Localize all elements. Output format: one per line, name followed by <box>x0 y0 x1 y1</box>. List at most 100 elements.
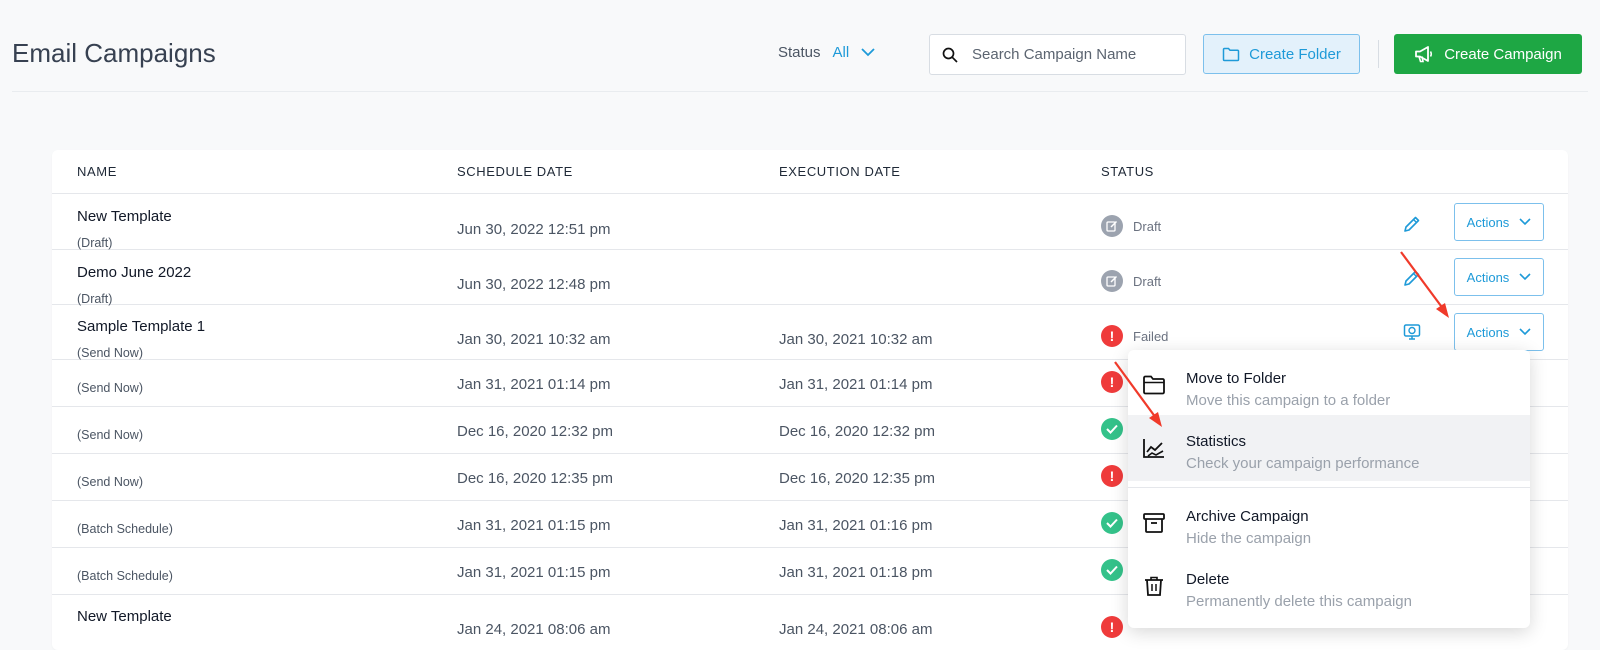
create-folder-button[interactable]: Create Folder <box>1203 34 1360 74</box>
table-row[interactable]: (Batch Schedule) Jan 31, 2021 01:15 pm J… <box>52 548 1568 595</box>
campaign-name[interactable]: New Template <box>77 608 172 625</box>
menu-item-title: Move to Folder <box>1186 370 1287 387</box>
execution-date: Jan 31, 2021 01:18 pm <box>779 564 933 581</box>
campaign-type: (Batch Schedule) <box>77 569 173 583</box>
check-icon <box>1101 418 1123 440</box>
schedule-date: Jun 30, 2022 12:48 pm <box>457 276 611 293</box>
draft-icon <box>1101 215 1123 237</box>
menu-item-description: Permanently delete this campaign <box>1186 593 1412 610</box>
status-cell: ! <box>1101 371 1123 393</box>
menu-item-statistics[interactable]: Statistics Check your campaign performan… <box>1128 415 1530 481</box>
chevron-down-icon <box>1519 273 1531 281</box>
menu-item-move-to-folder[interactable]: Move to Folder Move this campaign to a f… <box>1128 352 1530 418</box>
menu-item-archive-campaign[interactable]: Archive Campaign Hide the campaign <box>1128 490 1530 556</box>
execution-date: Jan 31, 2021 01:16 pm <box>779 517 933 534</box>
status-filter-value: All <box>832 44 850 61</box>
create-campaign-label: Create Campaign <box>1444 45 1562 63</box>
page-header <box>12 0 1588 92</box>
search-input[interactable] <box>972 46 1172 63</box>
edit-icon[interactable] <box>1402 214 1422 234</box>
status-filter-label: Status <box>778 44 821 61</box>
table-row[interactable]: (Send Now) Jan 31, 2021 01:14 pm Jan 31,… <box>52 360 1568 407</box>
check-icon <box>1101 559 1123 581</box>
search-icon <box>942 47 958 63</box>
actions-button[interactable]: Actions <box>1454 258 1544 296</box>
actions-button[interactable]: Actions <box>1454 313 1544 351</box>
megaphone-icon <box>1415 46 1433 63</box>
campaign-name[interactable]: Sample Template 1 <box>77 318 206 335</box>
folder-icon <box>1222 47 1240 61</box>
schedule-date: Jan 31, 2021 01:14 pm <box>457 376 611 393</box>
failed-icon: ! <box>1101 616 1123 638</box>
schedule-date: Jan 30, 2021 10:32 am <box>457 331 611 348</box>
campaign-name[interactable]: Demo June 2022 <box>77 264 192 281</box>
menu-item-delete[interactable]: Delete Permanently delete this campaign <box>1128 553 1530 619</box>
status-filter[interactable]: Status All <box>778 44 875 61</box>
status-cell: ! Failed <box>1101 325 1168 347</box>
status-text: Failed <box>1133 328 1169 344</box>
status-cell <box>1101 559 1123 581</box>
trash-icon <box>1145 576 1163 596</box>
chart-icon <box>1143 439 1164 458</box>
folder-icon <box>1143 375 1165 395</box>
menu-item-title: Archive Campaign <box>1186 508 1309 525</box>
table-row[interactable]: (Send Now) Dec 16, 2020 12:32 pm Dec 16,… <box>52 407 1568 454</box>
execution-date: Jan 30, 2021 10:32 am <box>779 331 933 348</box>
schedule-date: Dec 16, 2020 12:35 pm <box>457 470 613 487</box>
actions-label: Actions <box>1466 324 1510 340</box>
column-header-name: NAME <box>77 164 117 179</box>
campaign-type: (Send Now) <box>77 428 143 442</box>
actions-label: Actions <box>1466 214 1510 230</box>
column-header-status: STATUS <box>1101 164 1154 179</box>
header-divider <box>1378 40 1379 68</box>
status-cell: Draft <box>1101 270 1161 292</box>
campaign-type: (Send Now) <box>77 381 143 395</box>
actions-button[interactable]: Actions <box>1454 203 1544 241</box>
table-header: NAME SCHEDULE DATE EXECUTION DATE STATUS <box>52 150 1568 194</box>
column-header-schedule-date: SCHEDULE DATE <box>457 164 573 179</box>
statistics-icon[interactable] <box>1402 322 1422 342</box>
search-box[interactable] <box>929 34 1186 75</box>
menu-item-title: Statistics <box>1186 433 1247 450</box>
table-row[interactable]: Demo June 2022 (Draft) Jun 30, 2022 12:4… <box>52 250 1568 306</box>
check-icon <box>1101 512 1123 534</box>
chevron-down-icon <box>1519 328 1531 336</box>
menu-divider <box>1128 487 1530 488</box>
actions-dropdown-menu: Move to Folder Move this campaign to a f… <box>1128 350 1530 628</box>
schedule-date: Jan 31, 2021 01:15 pm <box>457 564 611 581</box>
status-text: Draft <box>1133 218 1162 234</box>
schedule-date: Jun 30, 2022 12:51 pm <box>457 221 611 238</box>
menu-item-description: Check your campaign performance <box>1186 455 1420 472</box>
campaign-type: (Send Now) <box>77 475 143 489</box>
campaign-type: (Draft) <box>77 292 113 306</box>
execution-date: Dec 16, 2020 12:32 pm <box>779 423 935 440</box>
failed-icon: ! <box>1101 465 1123 487</box>
execution-date: Jan 31, 2021 01:14 pm <box>779 376 933 393</box>
schedule-date: Dec 16, 2020 12:32 pm <box>457 423 613 440</box>
status-filter-select[interactable]: All <box>833 44 876 61</box>
status-cell: ! <box>1101 465 1123 487</box>
chevron-down-icon <box>861 48 875 57</box>
failed-icon: ! <box>1101 325 1123 347</box>
table-row[interactable]: (Send Now) Dec 16, 2020 12:35 pm Dec 16,… <box>52 454 1568 501</box>
failed-icon: ! <box>1101 371 1123 393</box>
create-campaign-button[interactable]: Create Campaign <box>1394 34 1582 74</box>
page-title: Email Campaigns <box>12 38 216 68</box>
execution-date: Dec 16, 2020 12:35 pm <box>779 470 935 487</box>
chevron-down-icon <box>1519 218 1531 226</box>
campaign-type: (Batch Schedule) <box>77 522 173 536</box>
status-cell <box>1101 418 1123 440</box>
status-cell: ! <box>1101 616 1123 638</box>
archive-icon <box>1143 513 1165 533</box>
menu-item-title: Delete <box>1186 571 1230 588</box>
execution-date: Jan 24, 2021 08:06 am <box>779 621 933 638</box>
campaign-type: (Draft) <box>77 236 113 250</box>
table-row[interactable]: New Template Jan 24, 2021 08:06 am Jan 2… <box>52 595 1568 650</box>
table-row[interactable]: New Template (Draft) Jun 30, 2022 12:51 … <box>52 194 1568 250</box>
schedule-date: Jan 31, 2021 01:15 pm <box>457 517 611 534</box>
campaign-name[interactable]: New Template <box>77 208 172 225</box>
edit-icon[interactable] <box>1402 268 1422 288</box>
table-row[interactable]: (Batch Schedule) Jan 31, 2021 01:15 pm J… <box>52 501 1568 548</box>
menu-item-description: Move this campaign to a folder <box>1186 392 1391 409</box>
actions-label: Actions <box>1466 269 1510 285</box>
